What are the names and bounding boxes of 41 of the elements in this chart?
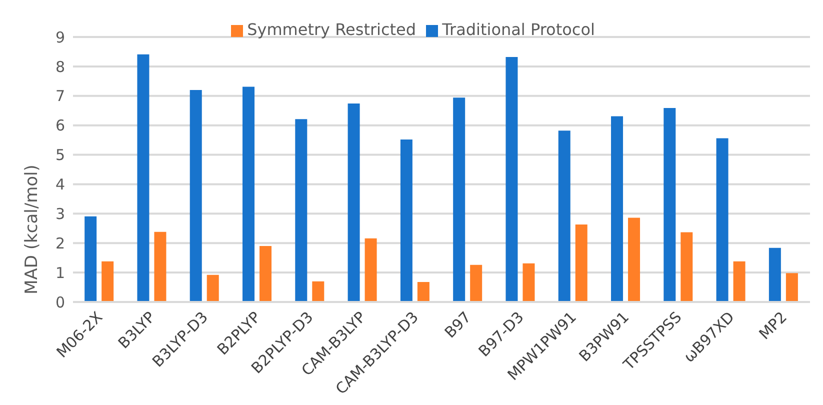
- y-tick-label: 9: [55, 28, 65, 46]
- bar: [716, 138, 728, 302]
- legend-label: Traditional Protocol: [442, 20, 595, 39]
- bar: [470, 264, 482, 302]
- bar: [137, 54, 150, 302]
- bar: [348, 104, 360, 302]
- bar: [611, 116, 624, 302]
- y-tick-label: 3: [55, 204, 65, 223]
- y-tick-label: 7: [55, 87, 65, 106]
- bar: [558, 130, 570, 302]
- bar: [102, 261, 114, 302]
- y-tick-label: 1: [55, 264, 65, 282]
- legend-label: Symmetry Restricted: [247, 20, 416, 39]
- bar: [190, 90, 202, 302]
- bar: [575, 224, 588, 302]
- bar: [364, 238, 377, 302]
- bar: [453, 98, 466, 302]
- bar: [295, 119, 308, 302]
- bar: [522, 263, 535, 302]
- y-axis-title: MAD (kcal/mol): [22, 164, 42, 294]
- bar: [417, 282, 430, 302]
- bar: [733, 261, 746, 302]
- bar: [680, 232, 693, 302]
- bar: [786, 273, 798, 302]
- bar: [84, 216, 97, 302]
- bar: [768, 248, 781, 302]
- bar: [154, 232, 166, 302]
- y-tick-label: 8: [55, 58, 65, 76]
- bar: [506, 57, 518, 302]
- bar: [400, 139, 412, 302]
- bar: [260, 246, 272, 302]
- y-tick-label: 6: [55, 116, 65, 135]
- y-tick-label: 2: [55, 234, 65, 252]
- bar: [312, 281, 324, 302]
- bar: [242, 86, 255, 302]
- y-tick-label: 0: [55, 293, 65, 312]
- bar: [206, 274, 219, 302]
- y-tick-label: 4: [55, 176, 65, 194]
- bar: [664, 108, 676, 302]
- bar: [628, 218, 640, 302]
- y-tick-label: 5: [55, 146, 65, 164]
